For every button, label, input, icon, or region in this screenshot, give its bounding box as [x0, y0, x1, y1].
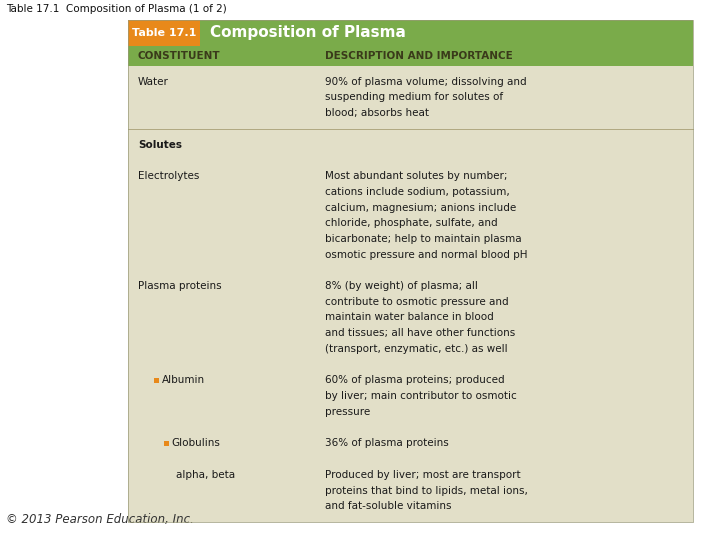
Text: (transport, enzymatic, etc.) as well: (transport, enzymatic, etc.) as well	[325, 344, 508, 354]
Text: bicarbonate; help to maintain plasma: bicarbonate; help to maintain plasma	[325, 234, 521, 244]
Text: osmotic pressure and normal blood pH: osmotic pressure and normal blood pH	[325, 249, 528, 260]
Text: 60% of plasma proteins; produced: 60% of plasma proteins; produced	[325, 375, 505, 386]
Text: maintain water balance in blood: maintain water balance in blood	[325, 313, 494, 322]
Text: Solutes: Solutes	[138, 140, 182, 150]
Text: Table 17.1  Composition of Plasma (1 of 2): Table 17.1 Composition of Plasma (1 of 2…	[6, 4, 227, 14]
Bar	[154, 378, 158, 383]
Text: blood; absorbs heat: blood; absorbs heat	[325, 108, 429, 118]
Text: and fat-soluble vitamins: and fat-soluble vitamins	[325, 501, 451, 511]
Text: Produced by liver; most are transport: Produced by liver; most are transport	[325, 470, 521, 480]
Text: DESCRIPTION AND IMPORTANCE: DESCRIPTION AND IMPORTANCE	[325, 51, 513, 61]
Text: Albumin: Albumin	[161, 375, 204, 386]
Text: Plasma proteins: Plasma proteins	[138, 281, 222, 291]
Bar	[128, 46, 693, 66]
Text: 36% of plasma proteins: 36% of plasma proteins	[325, 438, 449, 448]
Bar	[164, 441, 168, 445]
Text: Globulins: Globulins	[171, 438, 220, 448]
Text: proteins that bind to lipids, metal ions,: proteins that bind to lipids, metal ions…	[325, 485, 528, 496]
Text: Electrolytes: Electrolytes	[138, 171, 199, 181]
Text: cations include sodium, potassium,: cations include sodium, potassium,	[325, 187, 510, 197]
Text: Water: Water	[138, 77, 169, 87]
Text: 90% of plasma volume; dissolving and: 90% of plasma volume; dissolving and	[325, 77, 526, 87]
Bar	[200, 20, 693, 46]
Text: suspending medium for solutes of: suspending medium for solutes of	[325, 92, 503, 103]
Text: © 2013 Pearson Education, Inc.: © 2013 Pearson Education, Inc.	[6, 513, 194, 526]
Bar	[128, 20, 693, 522]
Text: pressure: pressure	[325, 407, 370, 417]
Text: 8% (by weight) of plasma; all: 8% (by weight) of plasma; all	[325, 281, 478, 291]
Text: Table 17.1: Table 17.1	[132, 28, 196, 38]
Text: alpha, beta: alpha, beta	[176, 470, 235, 480]
Text: Composition of Plasma: Composition of Plasma	[210, 25, 406, 40]
Text: contribute to osmotic pressure and: contribute to osmotic pressure and	[325, 297, 508, 307]
Text: calcium, magnesium; anions include: calcium, magnesium; anions include	[325, 202, 516, 213]
Text: and tissues; all have other functions: and tissues; all have other functions	[325, 328, 516, 338]
Text: CONSTITUENT: CONSTITUENT	[138, 51, 220, 61]
Bar	[128, 66, 693, 522]
Bar	[128, 20, 200, 46]
Text: by liver; main contributor to osmotic: by liver; main contributor to osmotic	[325, 391, 517, 401]
Text: Most abundant solutes by number;: Most abundant solutes by number;	[325, 171, 508, 181]
Text: chloride, phosphate, sulfate, and: chloride, phosphate, sulfate, and	[325, 218, 498, 228]
